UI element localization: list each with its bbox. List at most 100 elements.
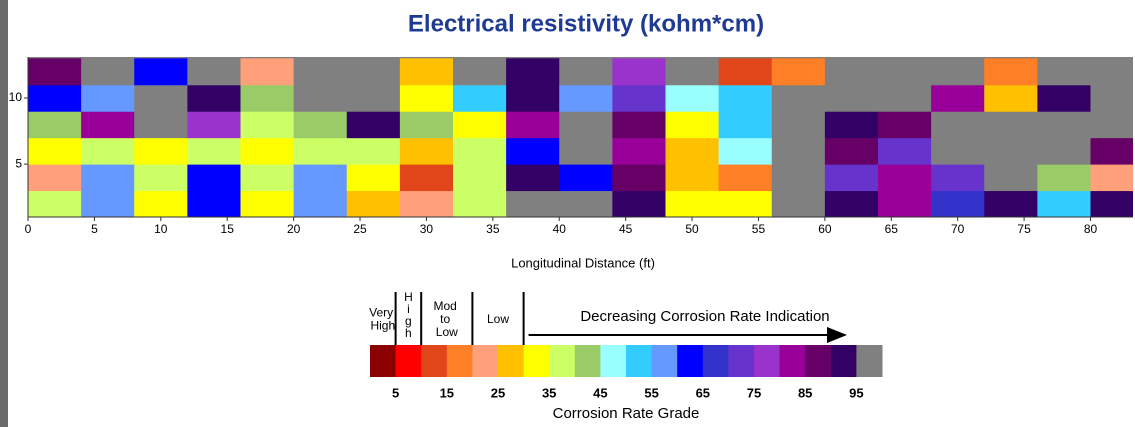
x-tick-label: 60 <box>818 222 832 236</box>
heat-cell <box>931 138 985 165</box>
heat-cell <box>28 111 82 138</box>
heat-cell <box>400 191 454 218</box>
heat-cell <box>28 191 82 218</box>
x-tick-label: 70 <box>951 222 965 236</box>
heat-cell <box>134 138 188 165</box>
heat-cell <box>347 164 401 191</box>
heat-cell <box>1037 85 1091 112</box>
colorbar-swatch <box>728 345 754 377</box>
heat-cell <box>453 58 507 85</box>
heat-cell <box>241 58 295 85</box>
heat-cell <box>506 191 560 218</box>
heat-cell <box>719 58 773 85</box>
heat-cell <box>187 58 241 85</box>
colorbar-tick-label: 95 <box>849 385 863 400</box>
y-tick-label: 5 <box>15 156 22 170</box>
heat-cell <box>931 191 985 218</box>
heat-cell <box>666 164 720 191</box>
heat-cell <box>878 111 932 138</box>
heat-cell <box>1091 191 1135 218</box>
heat-cell <box>81 164 135 191</box>
heat-cell <box>28 138 82 165</box>
heat-cell <box>400 111 454 138</box>
heat-cell <box>612 164 666 191</box>
heat-cell <box>1037 138 1091 165</box>
heat-cell <box>878 58 932 85</box>
heat-cell <box>187 164 241 191</box>
heat-cell <box>294 58 348 85</box>
heat-cell <box>878 138 932 165</box>
heat-cell <box>241 191 295 218</box>
heat-cell <box>666 58 720 85</box>
heat-cell <box>825 58 879 85</box>
heat-cell <box>1091 138 1135 165</box>
heat-cell <box>825 138 879 165</box>
heat-cell <box>984 111 1038 138</box>
heat-cell <box>878 164 932 191</box>
heat-cell <box>559 58 613 85</box>
x-tick-label: 65 <box>885 222 899 236</box>
x-tick-label: 5 <box>91 222 98 236</box>
heat-cell <box>719 164 773 191</box>
heat-cell <box>772 85 826 112</box>
colorbar-swatch <box>677 345 703 377</box>
chart: Electrical resistivity (kohm*cm) Longitu… <box>0 0 1135 427</box>
heat-cell <box>825 111 879 138</box>
heat-cell <box>81 191 135 218</box>
heat-cell <box>612 111 666 138</box>
x-tick-label: 50 <box>685 222 699 236</box>
heat-cell <box>1091 164 1135 191</box>
heat-cell <box>81 85 135 112</box>
colorbar-swatch <box>447 345 473 377</box>
heat-cell <box>931 85 985 112</box>
colorbar-swatch <box>831 345 857 377</box>
heat-cell <box>28 58 82 85</box>
heat-cell <box>400 138 454 165</box>
heat-cell <box>612 191 666 218</box>
heat-cell <box>453 164 507 191</box>
x-tick-label: 25 <box>353 222 367 236</box>
heat-cell <box>1037 164 1091 191</box>
heat-cell <box>453 191 507 218</box>
x-tick-label: 20 <box>287 222 301 236</box>
heat-cell <box>612 58 666 85</box>
heat-cell <box>984 191 1038 218</box>
heat-cell <box>294 191 348 218</box>
edge-strip <box>0 0 8 427</box>
y-tick-label: 10 <box>9 90 23 104</box>
heat-cell <box>28 164 82 191</box>
heat-cell <box>347 58 401 85</box>
heat-cell <box>81 58 135 85</box>
colorbar-tick-label: 25 <box>491 385 505 400</box>
heat-cell <box>187 85 241 112</box>
colorbar-swatch <box>396 345 422 377</box>
heat-cell <box>241 138 295 165</box>
colorbar-swatch <box>703 345 729 377</box>
colorbar-tick-label: 45 <box>593 385 607 400</box>
heat-cell <box>984 138 1038 165</box>
x-tick-label: 15 <box>221 222 235 236</box>
colorbar-swatch <box>549 345 575 377</box>
heat-cell <box>1091 85 1135 112</box>
colorbar-tick-label: 15 <box>440 385 454 400</box>
heat-cell <box>187 191 241 218</box>
heat-cell <box>878 85 932 112</box>
x-tick-label: 55 <box>752 222 766 236</box>
heat-cell <box>931 164 985 191</box>
colorbar-label: Corrosion Rate Grade <box>553 405 700 422</box>
heat-cell <box>719 138 773 165</box>
x-tick-label: 80 <box>1084 222 1098 236</box>
colorbar-swatch <box>754 345 780 377</box>
zone-label: Mod to Low <box>433 299 460 339</box>
heat-cell <box>81 138 135 165</box>
heat-cell <box>1037 58 1091 85</box>
colorbar-swatch <box>498 345 524 377</box>
chart-title: Electrical resistivity (kohm*cm) <box>408 10 764 37</box>
heat-cell <box>400 164 454 191</box>
heat-cell <box>241 85 295 112</box>
heat-cell <box>772 191 826 218</box>
heat-cell <box>772 164 826 191</box>
zone-label: Low <box>487 312 509 326</box>
colorbar-swatch <box>652 345 678 377</box>
